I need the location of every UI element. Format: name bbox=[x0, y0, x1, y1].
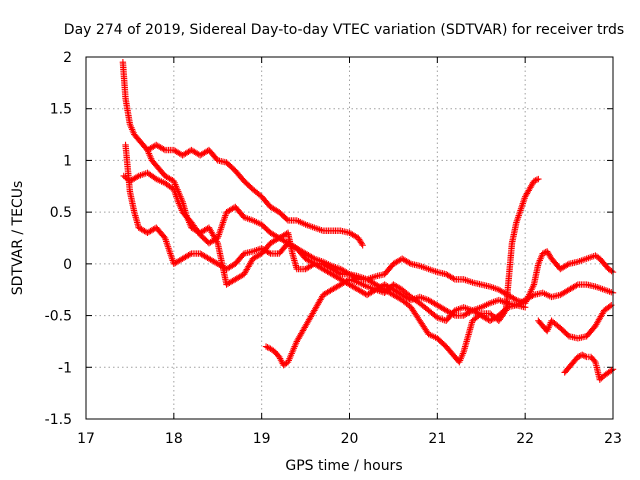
x-tick-label: 19 bbox=[253, 431, 271, 447]
data-point bbox=[535, 175, 542, 183]
data-point bbox=[580, 352, 587, 359]
data-point bbox=[521, 304, 529, 311]
data-point bbox=[265, 249, 273, 256]
data-point bbox=[596, 376, 604, 383]
data-point bbox=[432, 313, 440, 320]
y-tick-label: -0.5 bbox=[45, 309, 72, 325]
data-point bbox=[151, 174, 159, 182]
data-point bbox=[532, 177, 539, 184]
x-tick-label: 20 bbox=[341, 431, 359, 447]
data-point bbox=[591, 357, 598, 365]
data-point bbox=[358, 240, 365, 247]
data-point bbox=[529, 292, 536, 299]
data-point bbox=[511, 295, 519, 303]
series-track-a bbox=[119, 58, 366, 249]
y-tick-label: 0 bbox=[63, 257, 72, 273]
series-track-e bbox=[262, 276, 529, 369]
series-track-f bbox=[535, 302, 615, 342]
data-point bbox=[533, 176, 541, 183]
plot-frame bbox=[85, 56, 614, 420]
data-point bbox=[606, 303, 614, 310]
y-tick-label: 1.5 bbox=[50, 102, 72, 118]
data-point bbox=[160, 146, 167, 153]
x-tick-label: 21 bbox=[428, 431, 446, 447]
series-track-c bbox=[122, 141, 617, 307]
chart-title: Day 274 of 2019, Sidereal Day-to-day VTE… bbox=[64, 22, 624, 38]
data-point bbox=[283, 216, 290, 223]
data-point bbox=[539, 250, 546, 257]
data-point bbox=[576, 353, 583, 360]
y-tick-label: -1 bbox=[58, 360, 72, 376]
data-markers bbox=[119, 58, 617, 383]
axis-ticks: 17 18 19 20 21 22 23 -1.5 -1 -0.5 0 0.5 1 1.5 2 bbox=[45, 50, 622, 447]
y-tick-label: -1.5 bbox=[45, 412, 72, 428]
data-point bbox=[581, 353, 589, 360]
series-track-d bbox=[144, 146, 617, 319]
data-point bbox=[450, 275, 457, 282]
data-point bbox=[530, 177, 538, 185]
grid-lines bbox=[86, 57, 613, 419]
y-tick-label: 2 bbox=[63, 50, 72, 66]
data-point bbox=[264, 344, 271, 351]
y-tick-label: 0.5 bbox=[50, 205, 72, 221]
x-tick-label: 22 bbox=[516, 431, 534, 447]
data-point bbox=[262, 343, 270, 350]
data-point bbox=[608, 367, 615, 374]
data-point bbox=[608, 267, 615, 275]
y-axis-title: SDTVAR / TECUs bbox=[10, 181, 26, 296]
data-point bbox=[134, 173, 141, 181]
data-point bbox=[598, 375, 605, 382]
data-point bbox=[574, 353, 582, 361]
data-point bbox=[359, 242, 366, 249]
data-point bbox=[579, 351, 586, 359]
y-tick-label: 1 bbox=[63, 153, 72, 169]
x-tick-label: 18 bbox=[165, 431, 183, 447]
data-point bbox=[406, 259, 413, 267]
x-tick-label: 23 bbox=[604, 431, 622, 447]
series-track-g bbox=[561, 351, 617, 383]
data-point bbox=[573, 282, 580, 289]
x-tick-label: 17 bbox=[77, 431, 95, 447]
data-point bbox=[564, 261, 571, 268]
data-point bbox=[213, 238, 221, 245]
x-axis-title: GPS time / hours bbox=[285, 458, 402, 474]
data-point bbox=[186, 251, 194, 258]
